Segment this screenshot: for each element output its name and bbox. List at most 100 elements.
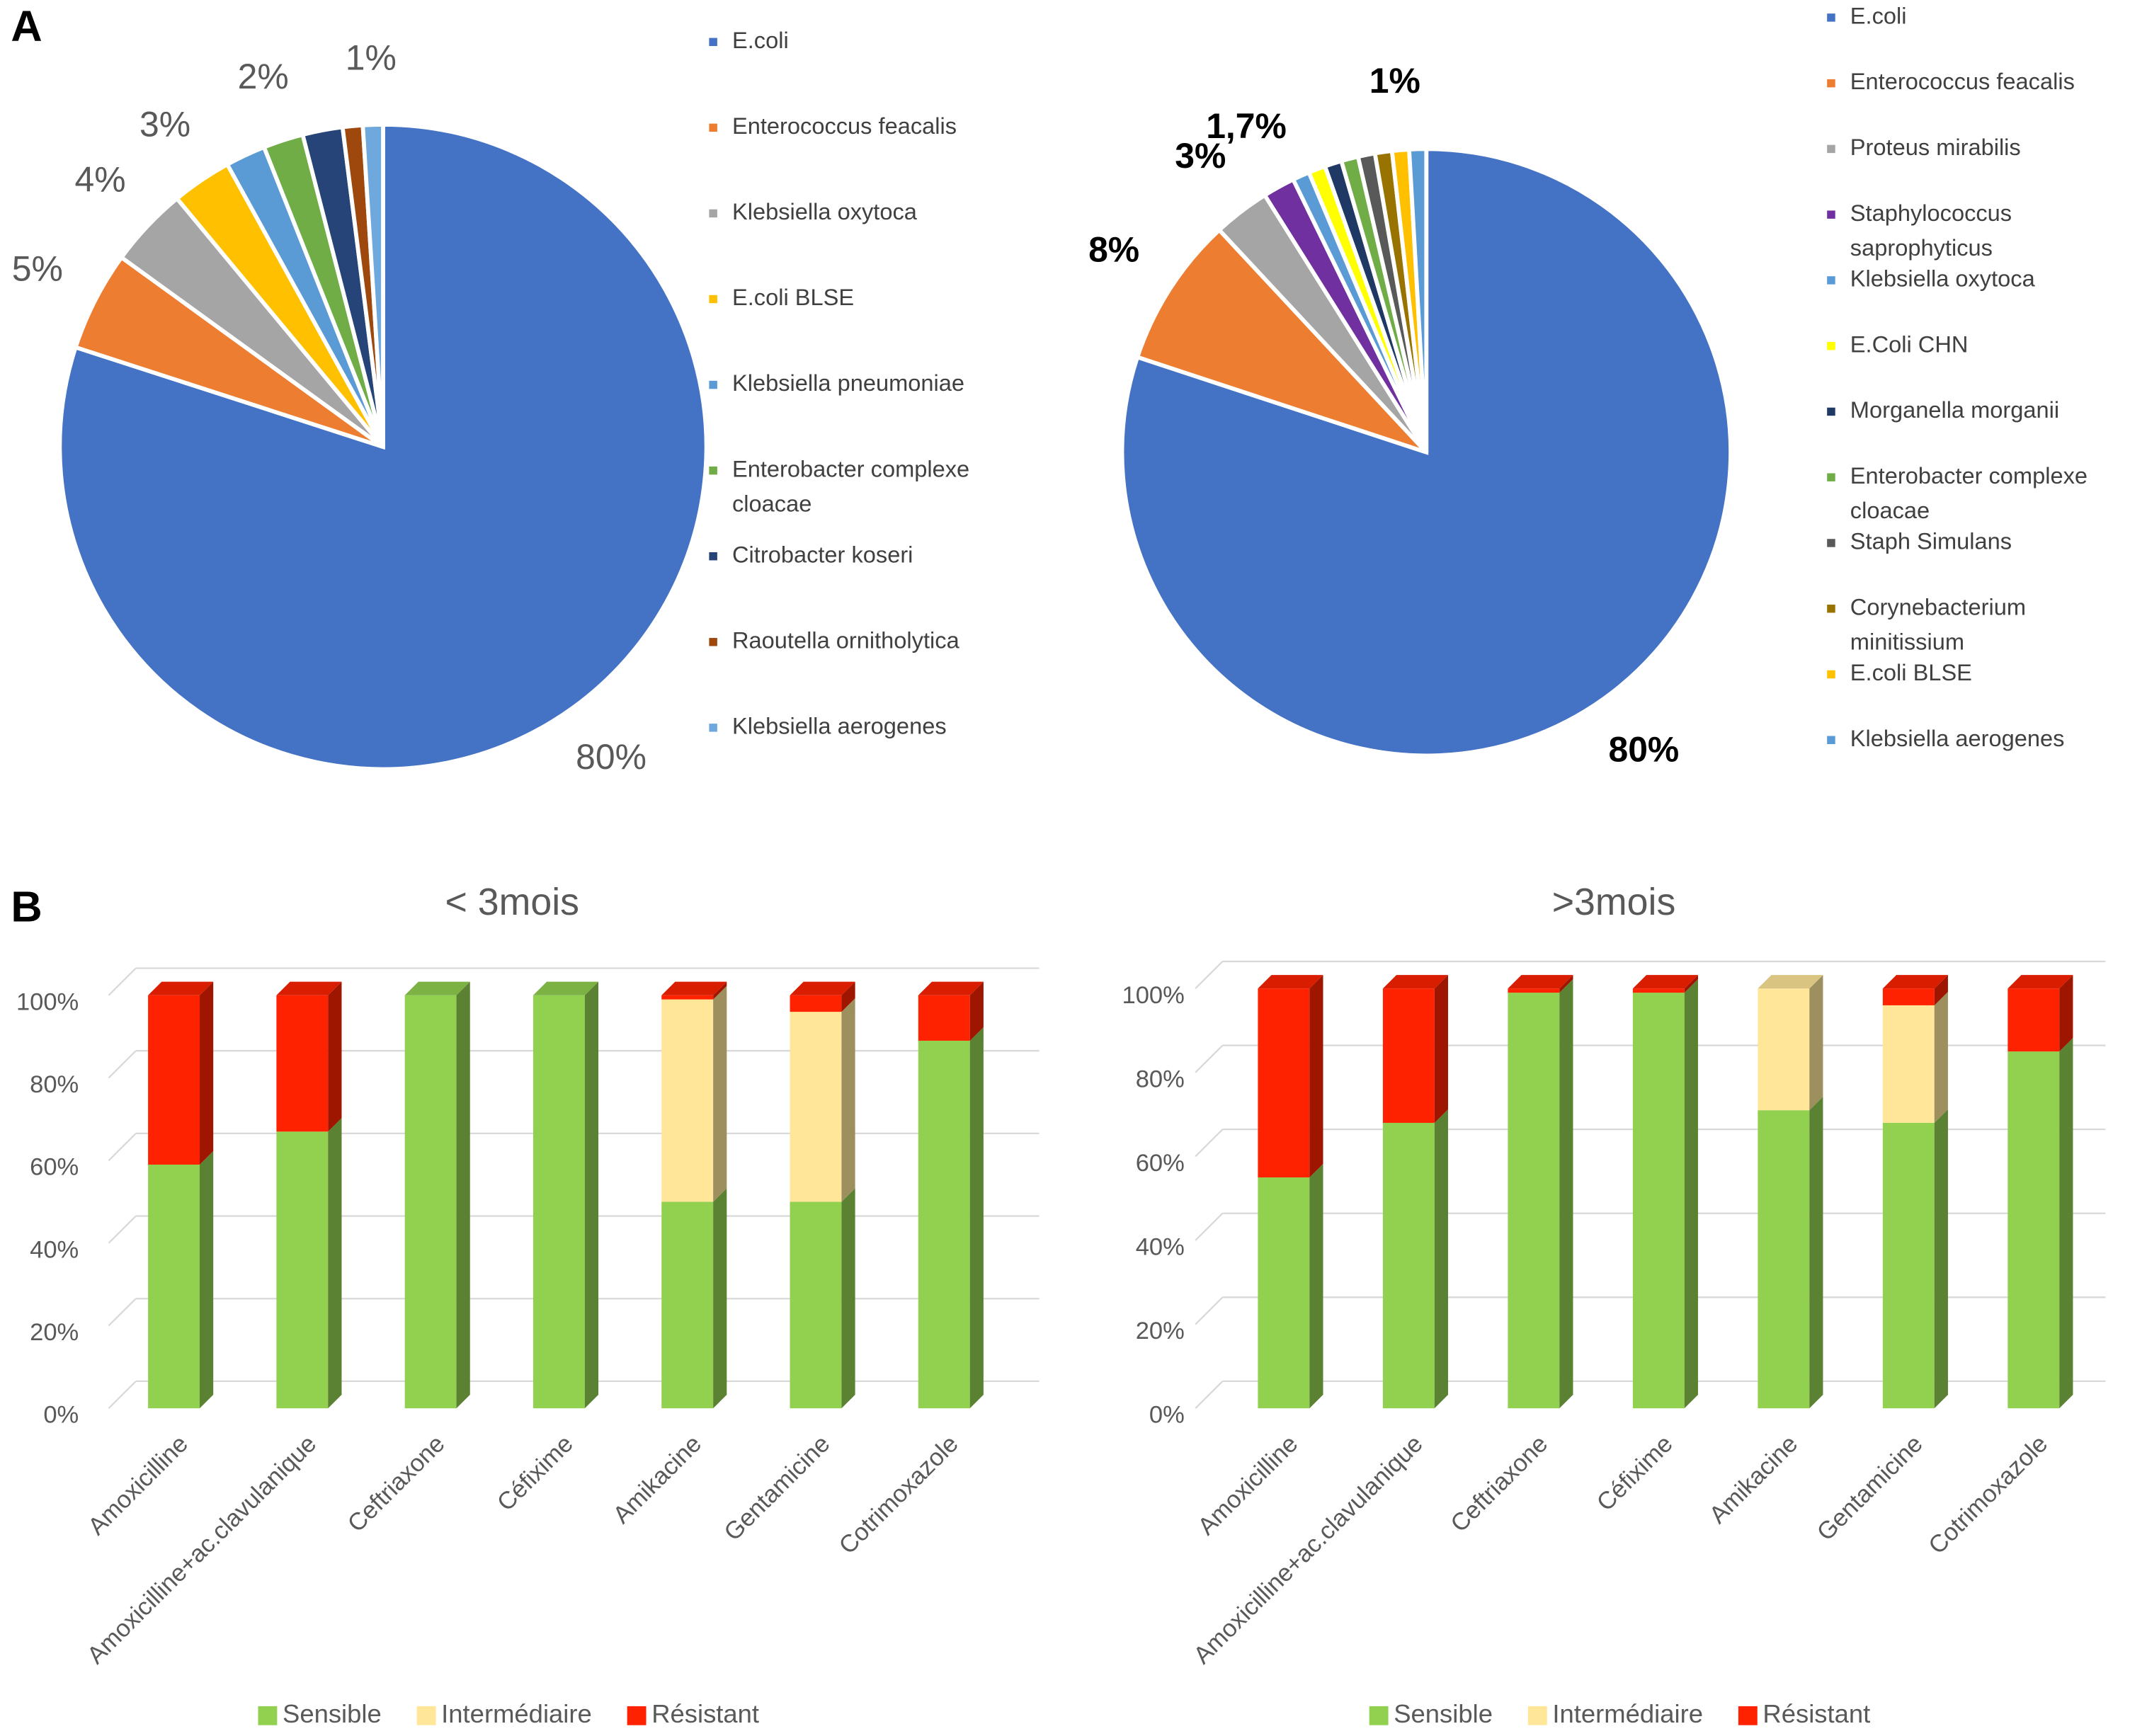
bar-side: [1309, 975, 1323, 1178]
chart-title: < 3mois: [445, 881, 579, 923]
bar: [1258, 1177, 1310, 1409]
bar: [1382, 1122, 1435, 1409]
grid-line: [108, 967, 137, 996]
legend-swatch: [709, 466, 717, 475]
x-tick-label: Amikacine: [1704, 1430, 1804, 1529]
legend-label: Intermédiaire: [1552, 1699, 1703, 1728]
bar-top: [1882, 975, 1948, 989]
bar-top: [1758, 975, 1823, 989]
grid-line: [1195, 1212, 1224, 1241]
legend-swatch: [709, 638, 717, 646]
bar: [918, 1040, 970, 1409]
bar: [1632, 988, 1685, 993]
x-tick-label: Amikacine: [608, 1430, 707, 1529]
bar-side: [841, 998, 855, 1202]
legend-label: Raoutella ornitholytica: [732, 627, 960, 653]
legend-label: Enterococcus feacalis: [1850, 69, 2075, 94]
bar: [661, 1201, 714, 1409]
y-tick-label: 40%: [30, 1236, 79, 1263]
legend-swatch: [1827, 13, 1835, 22]
grid-line: [1195, 1129, 1224, 1158]
legend-label: Corynebacterium minitissium: [1850, 594, 2032, 654]
bar-side: [1934, 991, 1948, 1123]
grid-line: [108, 1050, 137, 1079]
bar-side: [1809, 975, 1823, 1111]
pie-slice: [57, 122, 709, 772]
bar-side: [328, 1118, 342, 1409]
bar: [148, 995, 200, 1165]
bar-side: [841, 981, 855, 1012]
grid-line: [108, 1381, 137, 1409]
legend-swatch: [1827, 407, 1835, 416]
legend-swatch: [1827, 341, 1835, 350]
data-label: 3%: [139, 105, 190, 144]
legend-swatch: [627, 1706, 647, 1725]
bar-side: [969, 1027, 984, 1409]
legend-swatch: [1827, 144, 1835, 154]
legend-swatch: [1827, 473, 1835, 481]
y-tick-label: 20%: [1136, 1318, 1185, 1344]
legend-swatch: [1738, 1706, 1758, 1725]
bar-side: [2059, 975, 2073, 1052]
grid-line: [108, 1133, 137, 1161]
panel-label: A: [11, 2, 42, 50]
bar-side: [1934, 1109, 1948, 1409]
legend-swatch: [1827, 670, 1835, 679]
bar: [1258, 988, 1310, 1178]
y-tick-label: 100%: [16, 988, 79, 1015]
y-tick-label: 80%: [1136, 1066, 1185, 1092]
legend-label: Proteus mirabilis: [1850, 135, 2021, 160]
bar-top: [532, 981, 599, 995]
legend-label: Citrobacter koseri: [732, 542, 913, 567]
x-tick-label: Cotrimoxazole: [1923, 1430, 2053, 1559]
bar-side: [1934, 975, 1948, 1005]
legend-swatch: [709, 295, 717, 304]
data-label: 2%: [238, 57, 289, 96]
panel-label: B: [11, 883, 42, 931]
bar-side: [1559, 975, 1573, 993]
bar-side: [1434, 1109, 1448, 1409]
pie-slice: [1134, 227, 1428, 455]
grid-line: [1195, 1381, 1224, 1409]
legend-swatch: [709, 724, 717, 732]
bar: [1508, 988, 1560, 993]
y-tick-label: 20%: [30, 1319, 79, 1346]
bar-side: [1309, 1163, 1323, 1409]
bar: [790, 995, 842, 1012]
legend-label: Klebsiella oxytoca: [732, 199, 918, 224]
grid-line: [1195, 961, 1224, 990]
x-tick-label: Ceftriaxone: [343, 1430, 450, 1537]
legend-label: Staph Simulans: [1850, 529, 2012, 554]
y-tick-label: 0%: [43, 1402, 79, 1429]
y-tick-label: 0%: [1149, 1402, 1185, 1429]
bar-top: [790, 981, 855, 995]
bar: [790, 1012, 842, 1202]
pie-slice: [1120, 147, 1733, 758]
chart-title: >3mois: [1552, 881, 1676, 923]
bar-top: [2007, 975, 2073, 989]
legend-swatch: [1827, 604, 1835, 613]
legend-swatch: [1827, 276, 1835, 285]
data-label: 80%: [1608, 730, 1679, 770]
bar-top: [1632, 975, 1698, 989]
bar-top: [1258, 975, 1323, 989]
bar-side: [200, 981, 214, 1165]
bar-side: [713, 1188, 727, 1409]
bar: [661, 999, 714, 1202]
bar: [1882, 988, 1935, 1005]
bar-side: [713, 986, 727, 1202]
x-tick-label: Amoxicilline: [1193, 1430, 1304, 1540]
x-tick-label: Céfixime: [1592, 1430, 1678, 1516]
bar-top: [918, 981, 984, 995]
legend-swatch: [1527, 1706, 1547, 1725]
x-tick-label: Amoxicilline: [83, 1430, 193, 1540]
bar-top: [404, 981, 470, 995]
legend-swatch: [1827, 736, 1835, 744]
data-label: 80%: [576, 737, 647, 777]
bar: [1758, 988, 1810, 1111]
legend-swatch: [709, 209, 717, 218]
bar: [148, 1164, 200, 1409]
bar: [1882, 1122, 1935, 1409]
bar: [1382, 988, 1435, 1123]
